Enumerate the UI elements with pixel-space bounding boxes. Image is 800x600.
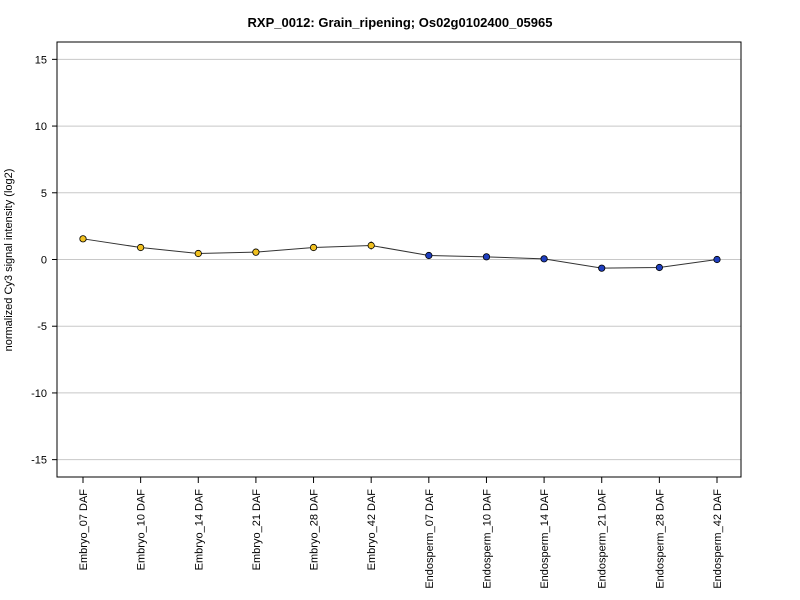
y-tick-label: 15 <box>35 54 47 66</box>
data-point <box>309 243 318 252</box>
error-bars <box>82 236 718 270</box>
x-tick-label: Endosperm_07 DAF <box>424 489 436 589</box>
x-tick-label: Endosperm_42 DAF <box>712 489 724 589</box>
x-tick-label: Endosperm_10 DAF <box>481 489 493 589</box>
x-tick-label: Embryo_07 DAF <box>78 489 90 571</box>
x-tick-label: Embryo_28 DAF <box>309 489 321 571</box>
y-tick-label: 0 <box>41 255 47 267</box>
data-point <box>137 243 145 252</box>
y-tick-label: -10 <box>31 388 47 400</box>
data-point <box>598 264 606 272</box>
data-point <box>540 255 548 263</box>
x-tick-label: Embryo_42 DAF <box>366 489 378 571</box>
y-axis-label: normalized Cy3 signal intensity (log2) <box>3 169 15 352</box>
x-tick-label: Embryo_14 DAF <box>193 489 205 571</box>
y-tick-label: -5 <box>37 321 47 333</box>
y-axis: 15 10 5 0 -5 -10 -15 <box>31 54 57 467</box>
data-point <box>713 255 721 264</box>
gridlines <box>57 58 741 461</box>
data-point <box>482 253 491 261</box>
x-tick-label: Endosperm_21 DAF <box>597 489 609 589</box>
data-point <box>194 249 202 258</box>
x-tick-label: Endosperm_14 DAF <box>539 489 551 589</box>
x-tick-label: Embryo_21 DAF <box>251 489 263 571</box>
data-points <box>79 235 721 272</box>
chart-title: RXP_0012: Grain_ripening; Os02g0102400_0… <box>248 15 553 30</box>
data-point <box>252 248 260 256</box>
series-line <box>82 238 718 269</box>
data-point <box>367 241 375 250</box>
data-point <box>79 235 87 243</box>
x-axis: Embryo_07 DAF Embryo_10 DAF Embryo_14 DAF E… <box>78 477 724 589</box>
data-point <box>655 263 663 272</box>
data-point <box>425 251 433 260</box>
x-tick-label: Endosperm_28 DAF <box>654 489 666 589</box>
y-tick-label: -15 <box>31 455 47 467</box>
y-tick-label: 5 <box>41 188 47 200</box>
x-tick-label: Embryo_10 DAF <box>136 489 148 571</box>
y-tick-label: 10 <box>35 121 47 133</box>
series-polyline <box>82 238 718 269</box>
